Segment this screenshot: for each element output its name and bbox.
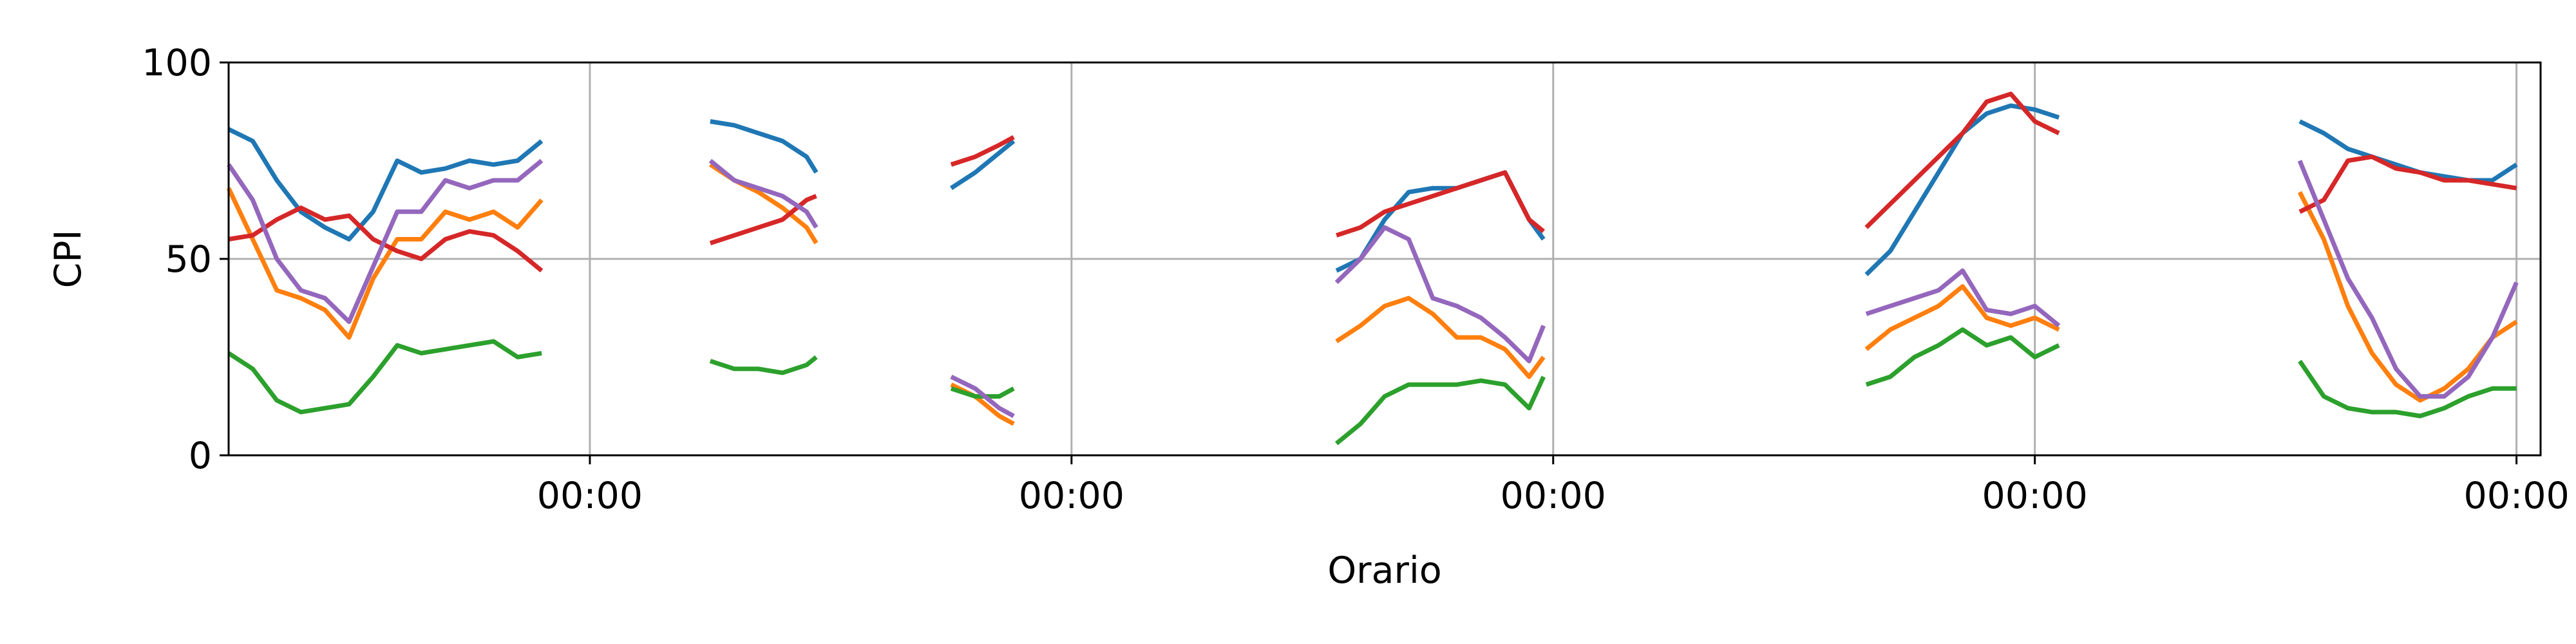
series-line-segment — [1865, 327, 2060, 387]
x-tick-label: 00:00 — [537, 475, 643, 517]
series-line-segment — [2298, 359, 2517, 419]
series-line-segment — [1864, 91, 2060, 229]
series-line-segment — [1334, 225, 1546, 364]
series-line-segment — [1865, 268, 2061, 328]
series-3 — [227, 327, 2517, 446]
series-line-segment — [1334, 375, 1546, 446]
series-line-segment — [709, 194, 817, 245]
series-line-segment — [950, 374, 1015, 419]
series-line-segment — [228, 205, 544, 273]
y-tick-label: 50 — [165, 238, 212, 281]
series-line-segment — [949, 139, 1016, 191]
grid — [229, 62, 2541, 455]
y-axis-label: CPI — [47, 230, 90, 289]
series-line-segment — [226, 187, 544, 340]
axes: 00:00 00:00 00:00 00:00 00:00 0 50 100 — [142, 42, 2570, 517]
series-line-segment — [2297, 160, 2519, 399]
x-axis-label: Orario — [1327, 549, 1441, 592]
x-tick-label: 00:00 — [1019, 475, 1124, 517]
series-line-segment — [2298, 154, 2517, 214]
y-tick-label: 100 — [142, 42, 212, 84]
series-line-segment — [227, 158, 544, 325]
series-line-segment — [227, 339, 542, 415]
series-5 — [227, 158, 2519, 419]
series-line-segment — [1336, 170, 1546, 238]
series-line-segment — [708, 158, 819, 229]
x-tick-label: 00:00 — [2463, 475, 2569, 517]
series-line-segment — [710, 119, 819, 174]
series-4 — [228, 91, 2517, 273]
series-line-segment — [1864, 284, 2060, 352]
series-line-segment — [950, 135, 1015, 167]
x-tick-label: 00:00 — [1982, 475, 2088, 517]
series-1 — [227, 103, 2518, 276]
series-line-segment — [2297, 191, 2518, 403]
series-2 — [226, 162, 2518, 426]
series-line-segment — [1335, 296, 1546, 379]
series-line-segment — [709, 355, 818, 375]
x-tick-label: 00:00 — [1501, 475, 1606, 517]
series-line-segment — [227, 127, 544, 242]
series-lines — [226, 91, 2519, 446]
y-tick-label: 0 — [189, 435, 212, 477]
